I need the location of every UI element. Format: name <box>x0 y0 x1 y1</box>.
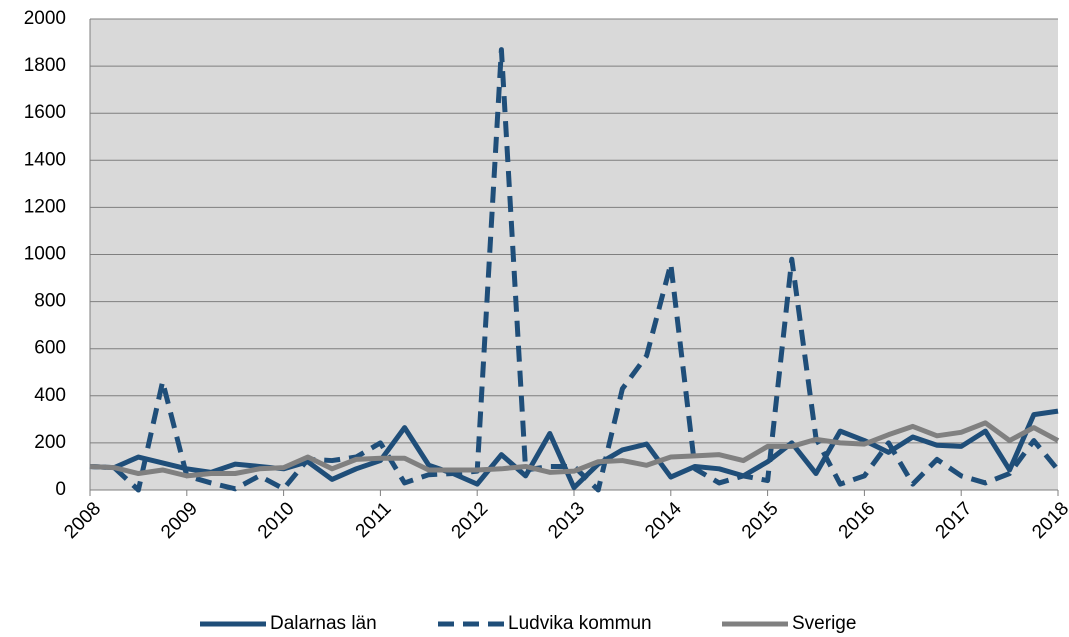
y-tick-label: 400 <box>34 385 66 406</box>
x-tick-label: 2017 <box>932 498 977 543</box>
series-line <box>89 47 1060 493</box>
x-tick-label: 2008 <box>60 498 105 543</box>
series-line <box>89 408 1059 491</box>
y-tick-label: 1000 <box>24 244 66 265</box>
legend-label: Ludvika kommun <box>508 613 652 634</box>
y-tick-label: 800 <box>34 291 66 312</box>
x-tick-label: 2014 <box>641 498 686 543</box>
y-tick-label: 1400 <box>24 149 66 170</box>
y-tick-label: 2000 <box>24 8 66 29</box>
y-tick-label: 1600 <box>24 102 66 123</box>
y-tick-label: 1800 <box>24 55 66 76</box>
series-line <box>89 420 1060 479</box>
y-tick-label: 0 <box>55 479 66 500</box>
x-tick-label: 2013 <box>544 498 589 543</box>
y-tick-label: 1200 <box>24 196 66 217</box>
x-tick-label: 2010 <box>254 498 299 543</box>
x-tick-label: 2015 <box>738 498 783 543</box>
x-tick-label: 2011 <box>352 498 396 542</box>
legend-label: Dalarnas län <box>270 613 377 634</box>
x-tick-label: 2009 <box>157 498 202 543</box>
x-tick-label: 2018 <box>1028 498 1069 543</box>
y-tick-label: 600 <box>34 338 66 359</box>
x-tick-label: 2016 <box>835 498 880 543</box>
y-tick-label: 200 <box>34 432 66 453</box>
x-tick-label: 2012 <box>448 498 493 543</box>
legend-label: Sverige <box>792 613 856 634</box>
